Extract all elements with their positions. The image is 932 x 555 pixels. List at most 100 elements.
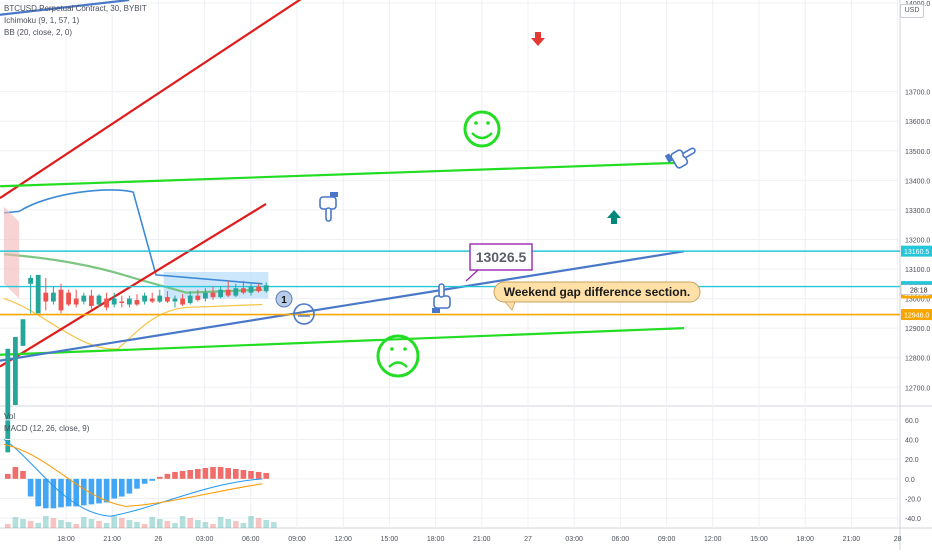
candle-body	[127, 298, 132, 305]
time-axis[interactable]: 18:00 21:00 26 03:00 06:00 09:00 12:00 15:00 18:…	[57, 536, 901, 543]
macd-histogram-bar	[96, 478, 102, 504]
macd-histogram-bar	[12, 467, 19, 479]
thumbs-right-hand-icon-cuff	[664, 153, 674, 163]
horizontal-lines[interactable]	[0, 250, 900, 316]
neutral-face-icon	[293, 303, 315, 325]
vol-label: Vol	[4, 412, 16, 421]
thumbs-up-hand-icon-cuff	[432, 308, 440, 313]
price-tick-label: 13100.0	[905, 267, 930, 274]
macd-tick-label: 20.0	[905, 457, 919, 464]
time-tick-label: 27	[524, 536, 532, 543]
candle-body	[203, 292, 208, 299]
macd-tick-label: -40.0	[905, 516, 921, 523]
macd-histogram-bar	[187, 469, 193, 479]
price-tick-label: 13400.0	[905, 178, 930, 185]
macd-tick-label: -20.0	[905, 497, 921, 504]
price-tick-label: 12700.0	[905, 385, 930, 392]
candle-body	[119, 301, 125, 304]
macd-histogram-bar	[195, 469, 201, 479]
time-tick-label: 18:00	[796, 536, 814, 543]
ichimoku-label: Ichimoku (9, 1, 57, 1)	[4, 16, 80, 25]
time-tick-label: 21:00	[843, 536, 861, 543]
macd-tick-label: 40.0	[905, 438, 919, 445]
candles	[5, 274, 269, 453]
trend-line[interactable]	[0, 0, 130, 16]
candle-body	[165, 297, 170, 302]
volume-bar	[141, 524, 148, 528]
candle-body	[248, 286, 254, 293]
volume-bar	[255, 518, 262, 528]
time-tick-label: 15:00	[381, 536, 399, 543]
time-tick-label: 12:00	[704, 536, 722, 543]
cloud-red	[4, 206, 20, 299]
price-tick-label: 13300.0	[905, 208, 930, 215]
candle-body	[256, 286, 261, 292]
volume-bar	[58, 520, 64, 528]
time-tick-label: 15:00	[750, 536, 768, 543]
price-callout-pointer	[465, 269, 479, 282]
trend-lines[interactable]	[0, 0, 685, 368]
currency-button[interactable]: USD	[900, 4, 924, 18]
volume-bar	[5, 524, 11, 528]
trend-line[interactable]	[0, 327, 685, 356]
trend-line[interactable]	[0, 250, 685, 362]
volume-bar	[271, 522, 277, 528]
signal-line	[3, 443, 263, 507]
macd-histogram-bar	[73, 478, 79, 507]
time-tick-label: 28	[894, 536, 902, 543]
marker-number: 1	[281, 295, 287, 306]
price-tag[interactable]	[901, 245, 932, 257]
countdown-box	[900, 284, 932, 295]
candle-body	[20, 319, 26, 346]
candle-body	[195, 295, 201, 301]
macd-histogram-bar	[35, 478, 41, 507]
macd-histogram-bar	[248, 470, 254, 479]
note-balloon[interactable]	[493, 281, 701, 303]
price-callout-box[interactable]	[469, 243, 533, 271]
volume-bar	[119, 518, 125, 528]
volume-bar	[187, 518, 193, 528]
price-tick-label: 13500.0	[905, 149, 930, 156]
volume-bar	[172, 523, 178, 528]
candle-body	[58, 289, 64, 311]
price-axis[interactable]: 14000.013700.013600.013500.013400.013300…	[900, 1, 932, 392]
sad-mouth	[388, 361, 408, 368]
smiley-eye	[486, 121, 490, 125]
price-tick-label: 13600.0	[905, 119, 930, 126]
candle-body	[263, 285, 269, 292]
marker-circle[interactable]	[275, 290, 293, 308]
thumbs-up-hand-icon-finger	[438, 283, 445, 298]
candle-body	[241, 288, 246, 293]
volume-bar	[240, 523, 247, 528]
annotations[interactable]: 13026.5 Weekend gap difference section. 1	[275, 32, 701, 378]
volume-bar	[35, 523, 41, 528]
time-tick-label: 21:00	[103, 536, 121, 543]
volume-bar	[179, 516, 186, 528]
candle-body	[5, 348, 11, 453]
trend-line[interactable]	[0, 203, 267, 368]
symbol-title: BTCUSD Perpetual Contract, 30, BYBIT	[4, 4, 147, 13]
bb-basis-line	[3, 253, 263, 294]
macd-histogram-bar	[43, 478, 49, 509]
candle-body	[51, 292, 56, 302]
pointing-down-hand-icon-palm	[319, 196, 337, 210]
legend-ichimoku: Ichimoku (9, 1, 57, 1)	[4, 16, 79, 25]
volume-bar	[65, 522, 72, 528]
trend-line[interactable]	[0, 161, 685, 188]
candle-body	[134, 300, 140, 305]
candle-body	[104, 298, 109, 308]
time-tick-label: 09:00	[288, 536, 306, 543]
macd-histogram-bar	[157, 476, 163, 479]
price-tag[interactable]	[901, 309, 932, 321]
macd-histogram-bar	[225, 468, 231, 479]
candle-body	[28, 277, 33, 284]
bb-label: BB (20, close, 2, 0)	[4, 28, 73, 37]
candle-body	[66, 292, 71, 305]
volume-bar	[195, 520, 201, 528]
candle-body	[172, 298, 178, 302]
trend-line[interactable]	[0, 0, 304, 199]
smiley-eye	[474, 121, 478, 125]
volume-bar	[217, 517, 224, 528]
